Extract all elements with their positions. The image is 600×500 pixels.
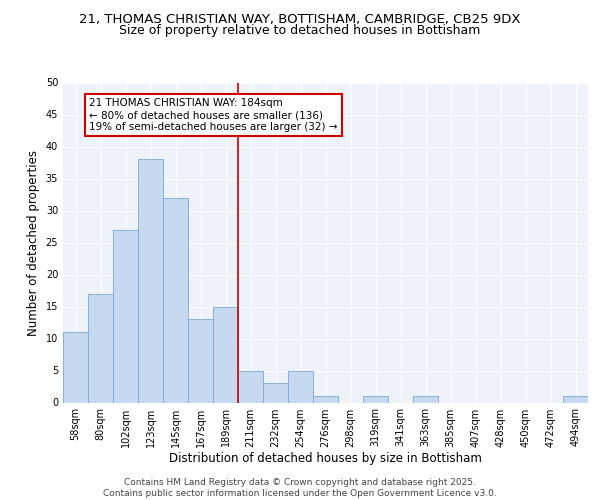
Bar [138, 160, 163, 402]
Y-axis label: Number of detached properties: Number of detached properties [27, 150, 40, 336]
Bar [313, 396, 338, 402]
Text: 21, THOMAS CHRISTIAN WAY, BOTTISHAM, CAMBRIDGE, CB25 9DX: 21, THOMAS CHRISTIAN WAY, BOTTISHAM, CAM… [79, 12, 521, 26]
Bar [238, 370, 263, 402]
Bar [113, 230, 138, 402]
Text: 21 THOMAS CHRISTIAN WAY: 184sqm
← 80% of detached houses are smaller (136)
19% o: 21 THOMAS CHRISTIAN WAY: 184sqm ← 80% of… [89, 98, 338, 132]
Bar [63, 332, 88, 402]
Bar [413, 396, 438, 402]
Bar [188, 320, 213, 402]
Text: Size of property relative to detached houses in Bottisham: Size of property relative to detached ho… [119, 24, 481, 37]
Text: Contains HM Land Registry data © Crown copyright and database right 2025.
Contai: Contains HM Land Registry data © Crown c… [103, 478, 497, 498]
Bar [563, 396, 588, 402]
Bar [88, 294, 113, 403]
Bar [263, 384, 288, 402]
Bar [163, 198, 188, 402]
Bar [213, 306, 238, 402]
Bar [288, 370, 313, 402]
Bar [363, 396, 388, 402]
X-axis label: Distribution of detached houses by size in Bottisham: Distribution of detached houses by size … [169, 452, 482, 466]
